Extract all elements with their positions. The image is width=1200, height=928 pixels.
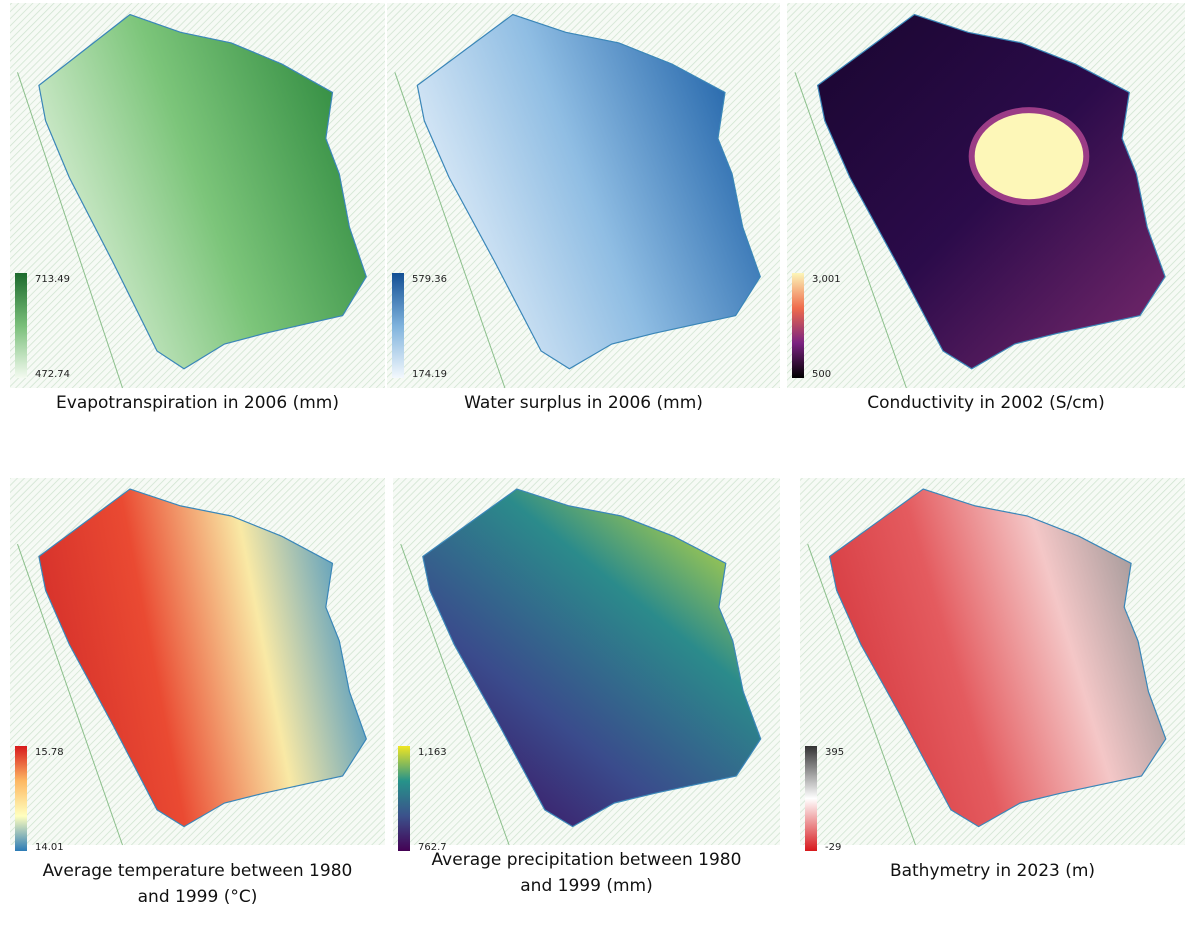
study-area: [828, 488, 1167, 828]
legend-max-label: 3,001: [812, 274, 841, 285]
map-panel: 395 -29 Bathymetry in 2023 (m): [800, 478, 1185, 881]
map-caption: and 1999 (°C): [138, 887, 258, 907]
legend-min-label: 762.7: [418, 842, 447, 853]
map-panel: 3,001 500 Conductivity in 2002 (S/cm): [787, 3, 1185, 413]
legend-max-label: 395: [825, 747, 844, 758]
legend-min-label: -29: [825, 842, 841, 853]
legend-max-label: 15.78: [35, 747, 64, 758]
legend-colorbar: [792, 273, 804, 378]
map-caption: Average precipitation between 1980: [432, 850, 742, 870]
coastline: [794, 72, 907, 389]
map-caption: and 1999 (mm): [520, 876, 652, 896]
legend-min-label: 174.19: [412, 369, 447, 380]
map-caption: Conductivity in 2002 (S/cm): [867, 393, 1105, 413]
map-panel: 713.49 472.74 Evapotranspiration in 2006 (…: [10, 3, 385, 413]
legend-colorbar: [392, 273, 404, 378]
legend-min-label: 14.01: [35, 842, 64, 853]
coastline: [394, 72, 506, 389]
study-area: [38, 13, 367, 370]
legend-min-label: 500: [812, 369, 831, 380]
high-zone: [968, 107, 1090, 206]
legend-min-label: 472.74: [35, 369, 70, 380]
legend-colorbar: [398, 746, 410, 851]
study-area: [422, 488, 762, 828]
coastline: [400, 543, 510, 846]
legend-max-label: 579.36: [412, 274, 447, 285]
legend-max-label: 713.49: [35, 274, 70, 285]
legend-colorbar: [15, 746, 27, 851]
map-caption: Bathymetry in 2023 (m): [890, 861, 1095, 881]
coastline: [17, 543, 123, 846]
coastline: [17, 72, 123, 389]
study-area: [38, 488, 367, 828]
map-caption: Average temperature between 1980: [43, 861, 353, 881]
legend-max-label: 1,163: [418, 747, 447, 758]
map-panel: 579.36 174.19 Water surplus in 2006 (mm): [387, 3, 780, 413]
legend-colorbar: [805, 746, 817, 851]
legend-colorbar: [15, 273, 27, 378]
map-caption: Evapotranspiration in 2006 (mm): [56, 393, 339, 413]
coastline: [807, 543, 916, 846]
study-area: [416, 13, 761, 370]
map-caption: Water surplus in 2006 (mm): [464, 393, 703, 413]
map-panel: 15.78 14.01 Average temperature between 19…: [10, 478, 385, 907]
